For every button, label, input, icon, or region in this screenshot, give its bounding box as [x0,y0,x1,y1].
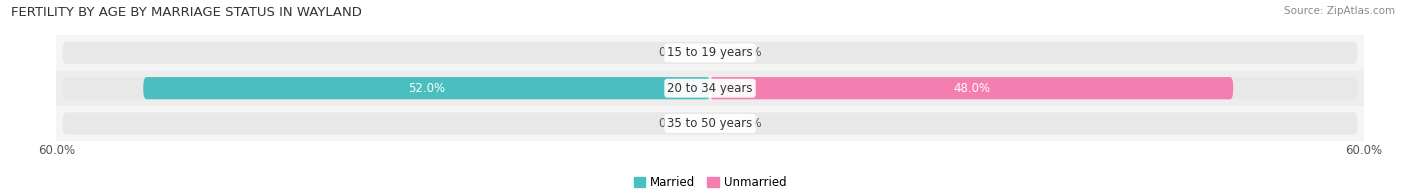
Text: 48.0%: 48.0% [953,82,990,95]
Text: 52.0%: 52.0% [408,82,446,95]
Text: 0.0%: 0.0% [731,46,762,59]
Text: 15 to 19 years: 15 to 19 years [668,46,752,59]
FancyBboxPatch shape [143,77,710,99]
Text: Source: ZipAtlas.com: Source: ZipAtlas.com [1284,6,1395,16]
Legend: Married, Unmarried: Married, Unmarried [628,171,792,193]
Text: 0.0%: 0.0% [731,117,762,130]
FancyBboxPatch shape [63,42,1357,64]
Bar [56,106,1364,141]
Text: FERTILITY BY AGE BY MARRIAGE STATUS IN WAYLAND: FERTILITY BY AGE BY MARRIAGE STATUS IN W… [11,6,363,19]
FancyBboxPatch shape [710,77,1233,99]
Text: 0.0%: 0.0% [658,117,689,130]
Bar [56,71,1364,106]
FancyBboxPatch shape [63,77,1357,99]
Text: 0.0%: 0.0% [658,46,689,59]
Text: 35 to 50 years: 35 to 50 years [668,117,752,130]
FancyBboxPatch shape [63,112,1357,135]
Bar [56,35,1364,71]
Text: 20 to 34 years: 20 to 34 years [668,82,752,95]
